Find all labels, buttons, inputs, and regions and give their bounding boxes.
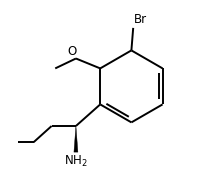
Text: Br: Br bbox=[134, 14, 147, 26]
Text: O: O bbox=[68, 45, 77, 58]
Polygon shape bbox=[74, 126, 78, 152]
Text: NH$_2$: NH$_2$ bbox=[64, 154, 88, 169]
